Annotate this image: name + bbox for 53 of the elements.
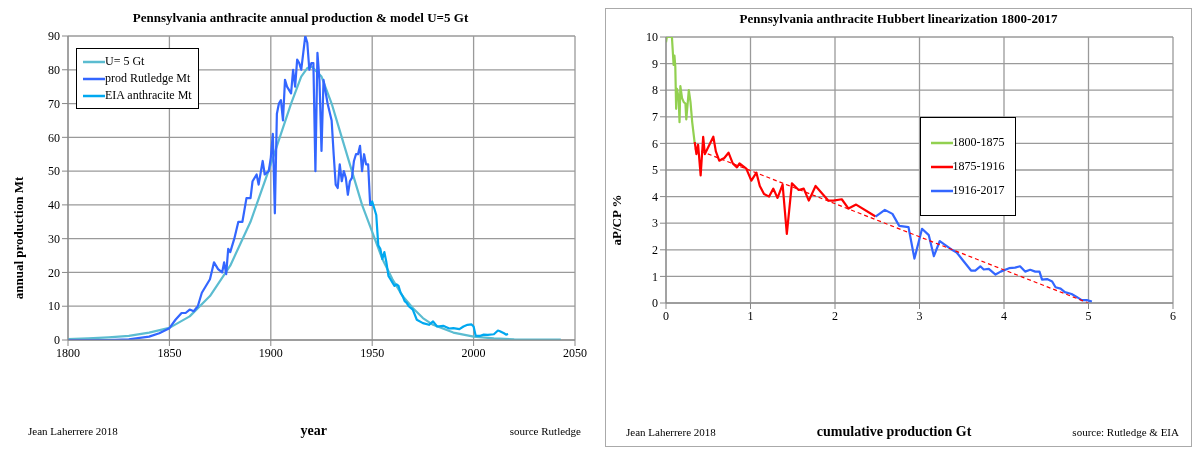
x-tick-label: 2 [832,308,838,323]
y-tick-label: 2 [652,243,658,258]
chart-title: Pennsylvania anthracite annual production & model U=5 Gt [131,9,470,27]
y-tick-label: 0 [54,333,60,348]
y-tick-label: 1 [652,269,658,284]
x-tick-label: 1 [747,308,754,323]
y-tick-label: 90 [48,29,60,44]
y-axis-title: annual production Mt [10,176,26,300]
y-tick-label: 40 [48,198,60,213]
x-tick-label: 1800 [56,345,80,360]
line-series [874,208,1093,303]
y-axis-title: aP/CP % [608,194,624,246]
x-axis-title: cumulative production Gt [816,424,972,440]
source-note: source Rutledge [509,425,581,437]
x-tick-label: 0 [663,308,669,323]
chart-title: Pennsylvania anthracite Hubbert linearization 1800-2017 [738,10,1059,28]
y-tick-label: 60 [48,130,60,145]
y-tick-label: 30 [48,231,60,246]
text: Jean Laherrere 2018 [626,426,716,438]
y-tick-label: 20 [48,265,60,280]
x-tick-label: 2050 [563,345,587,360]
y-tick-label: 10 [646,30,658,45]
y-tick-label: 70 [48,96,60,111]
x-tick-label: 6 [1170,308,1176,323]
y-tick-label: 0 [652,296,658,311]
line-series [369,200,510,338]
legend-label: EIA anthracite Mt [105,88,192,103]
legend-label: 1800-1875 [952,135,1005,151]
y-tick-label: 4 [652,189,658,204]
x-tick-label: 2000 [461,345,486,360]
y-tick-label: 8 [652,83,658,98]
y-tick-label: 5 [652,163,658,178]
y-tick-label: 9 [652,56,658,71]
x-tick-label: 4 [1001,308,1007,323]
y-tick-label: 6 [652,136,658,151]
legend-label: 1916-2017 [952,183,1005,199]
x-tick-label: 3 [916,308,923,323]
x-axis-title: year [300,423,328,439]
legend-label: prod Rutledge Mt [105,71,191,86]
y-tick-label: 80 [48,63,60,78]
legend-label: 1875-1916 [952,159,1005,175]
legend-label: U= 5 Gt [105,54,145,69]
source-note: source: Rutledge & EIA [1072,426,1179,438]
x-tick-label: 5 [1085,308,1092,323]
text: Jean Laherrere 2018 [28,425,118,437]
x-tick-label: 1950 [360,345,385,360]
y-tick-label: 3 [652,216,658,231]
x-tick-label: 1850 [157,345,182,360]
y-tick-label: 7 [652,110,658,125]
line-series [666,37,696,145]
x-tick-label: 1900 [258,345,283,360]
y-tick-label: 50 [48,164,60,179]
y-tick-label: 10 [48,299,60,314]
